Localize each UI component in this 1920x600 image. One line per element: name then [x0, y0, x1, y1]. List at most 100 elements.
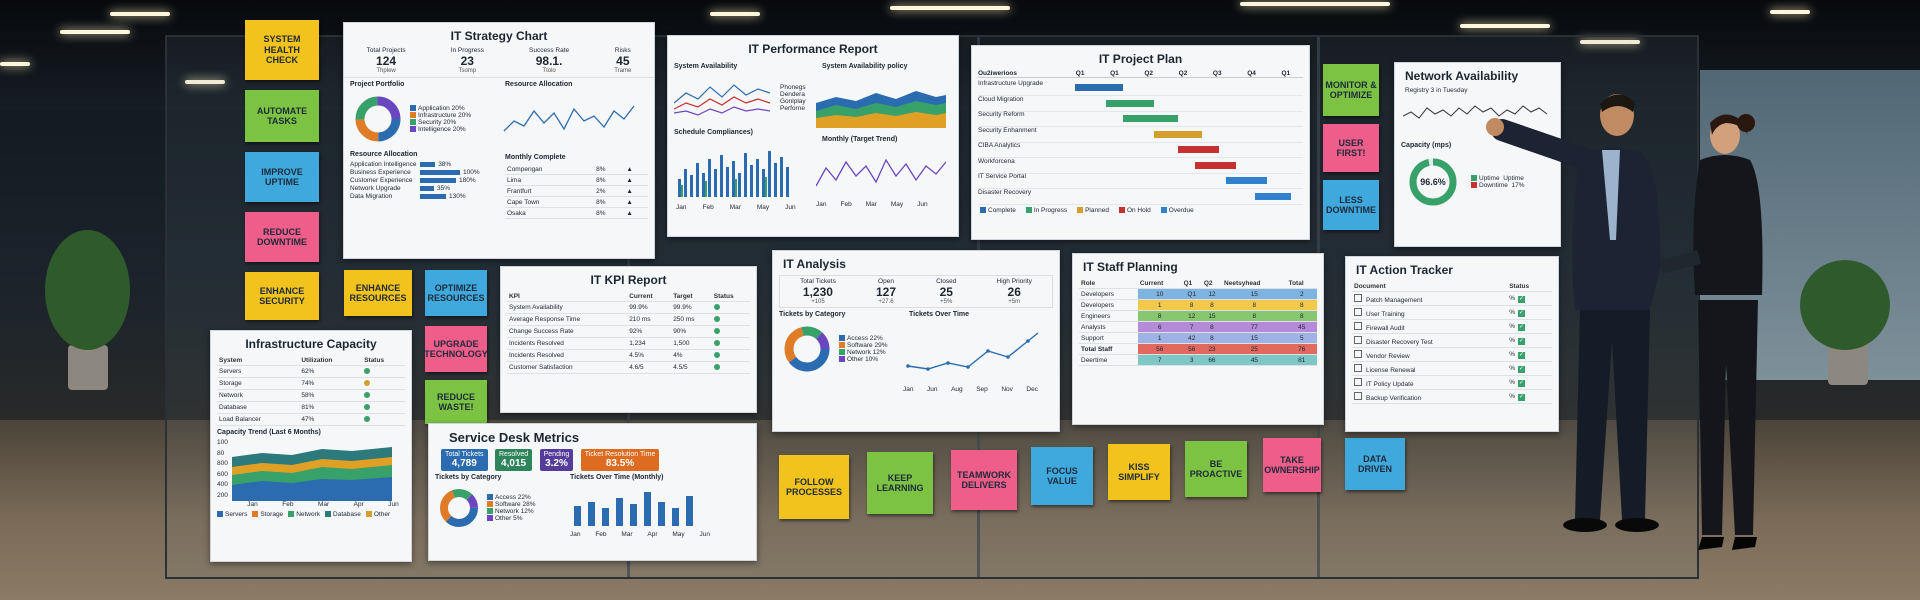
- quarter-label: Q1: [1110, 70, 1119, 77]
- table-row: Patch Management% ✓: [1352, 291, 1552, 306]
- availability-chart: [673, 84, 771, 116]
- capacity-title: Capacity (mps): [1401, 142, 1452, 149]
- allocation-bar: [420, 170, 460, 175]
- checkbox-icon[interactable]: [1354, 391, 1362, 400]
- gantt-row: Infrastructure Upgrade: [978, 80, 1303, 96]
- monthly-trend-months: Jan Feb Mar May Jun: [816, 201, 928, 208]
- sd-donut: [440, 489, 478, 527]
- woman-with-tablet: [1659, 114, 1763, 550]
- ceiling-light: [1770, 10, 1810, 14]
- kpi-in-progress: In Progress 23 Tsomp: [450, 47, 484, 74]
- trend-months: Jan Feb Mar Apr Jun: [247, 501, 399, 508]
- table-row: Disaster Recovery Test% ✓: [1352, 333, 1552, 348]
- gantt-bar: [1106, 99, 1155, 107]
- table-row: Storage 74%: [217, 377, 405, 390]
- portfolio-donut: [355, 96, 401, 142]
- table-row: Load Balancer 47%: [217, 413, 405, 426]
- kpi-high-priority: High Priority 26 +5m: [996, 278, 1032, 305]
- portfolio-title: Project Portfolio: [350, 81, 405, 88]
- action-title: IT Action Tracker: [1356, 263, 1453, 277]
- analysis-title: IT Analysis: [783, 257, 846, 271]
- table-row: Deertime 7 3 66 45 81: [1079, 354, 1317, 366]
- infra-table: System Utilization Status Servers 62% Stora…: [217, 355, 405, 426]
- legend-item: On Hold: [1118, 207, 1151, 214]
- sticky-system-health: SYSTEM HEALTH CHECK: [245, 20, 319, 80]
- table-row: User Training% ✓: [1352, 305, 1552, 320]
- sticky-enhance-security: ENHANCE SECURITY: [245, 272, 319, 320]
- status-dot: [364, 379, 371, 386]
- table-row: Analysts 6 7 8 77 45: [1079, 321, 1317, 333]
- checkbox-icon[interactable]: [1354, 349, 1362, 358]
- plant-pot: [68, 345, 108, 390]
- network-row: Downtime 17%: [1471, 182, 1525, 189]
- checkbox-icon[interactable]: [1354, 321, 1362, 330]
- analysis-category-title: Tickets by Category: [779, 311, 846, 318]
- checkbox-icon[interactable]: [1354, 307, 1362, 316]
- availability-legend-item: Gonlplay: [780, 98, 806, 105]
- kpi-closed: Closed 25 +5%: [936, 278, 957, 305]
- resource-title: Resource Allocation: [505, 81, 573, 88]
- gantt-bar: [1178, 146, 1219, 153]
- sticky-be-proactive: BE PROACTIVE: [1185, 441, 1247, 497]
- checkbox-icon[interactable]: [1354, 363, 1362, 372]
- staff-panel: IT Staff Planning Role Current Q1 Q2 Neetsyh…: [1072, 253, 1324, 425]
- performance-title: IT Performance Report: [748, 42, 878, 56]
- checkbox-icon[interactable]: [1354, 335, 1362, 344]
- gantt-row: Security Reform: [978, 111, 1303, 127]
- infra-title: Infrastructure Capacity: [245, 337, 377, 351]
- table-row: Change Success Rate 92% 90%: [507, 325, 750, 338]
- gantt-row: Workforcena: [978, 158, 1303, 174]
- service-desk-panel: Service Desk Metrics Total Tickets 4,789 …: [428, 423, 757, 561]
- action-table: Document Status Patch Management% ✓ User Tr…: [1352, 281, 1552, 404]
- ceiling-light: [0, 62, 30, 66]
- ceiling-light: [890, 6, 1010, 10]
- kpi-total-tickets: Total Tickets 1,230 +105: [800, 278, 836, 305]
- compliance-bar-chart: [678, 151, 789, 197]
- sd-bar-chart: [574, 492, 693, 526]
- ceiling-light: [1460, 24, 1550, 28]
- legend-item: Overdue: [1160, 207, 1194, 214]
- analysis-kpis: Total Tickets 1,230 +105 Open 127 +27.6 Clos…: [779, 275, 1053, 308]
- checkbox-icon[interactable]: [1354, 293, 1362, 302]
- sticky-optimize-resources: OPTIMIZE RESOURCES: [425, 270, 487, 316]
- capacity-gauge: 96.6%: [1409, 158, 1457, 206]
- legend-item: Planned: [1077, 207, 1109, 214]
- network-sub: Registry 3 in Tuesday: [1405, 87, 1468, 94]
- table-row: Backup Verification% ✓: [1352, 389, 1552, 404]
- check-icon: ✓: [1517, 365, 1525, 373]
- strategy-title: IT Strategy Chart: [450, 29, 548, 43]
- network-row: Uptime Uptime: [1471, 175, 1525, 182]
- man-presenting: [1486, 94, 1661, 532]
- chip-resolved: Resolved 4,015: [494, 449, 533, 471]
- table-row: Network 58%: [217, 389, 405, 402]
- ceiling-light: [60, 30, 130, 34]
- ceiling-light: [110, 12, 170, 16]
- analysis-overtime-title: Tickets Over Time: [909, 311, 970, 318]
- table-row: Developers 10 Q1 12 15 2: [1079, 288, 1317, 300]
- availability-legend-item: Perforne: [780, 105, 805, 112]
- table-row: Customer Satisfaction 4.6/5 4.5/5: [507, 361, 750, 374]
- allocation-row: Data Migration 130%: [350, 193, 466, 200]
- table-row: Total Staff 56 56 23 25 76: [1079, 343, 1317, 355]
- staff-title: IT Staff Planning: [1083, 260, 1178, 274]
- gantt-chart: Infrastructure Upgrade Cloud Migration Sec…: [978, 80, 1303, 205]
- quarter-label: Q3: [1212, 70, 1222, 77]
- quarter-label: Q2: [1144, 70, 1154, 77]
- quarter-label: Q1: [1075, 70, 1085, 77]
- checkbox-icon[interactable]: [1354, 377, 1362, 386]
- resource-line-chart: [503, 105, 635, 132]
- table-row: Incidents Resolved 1,234 1,500: [507, 337, 750, 350]
- portfolio-legend-item: Infrastructure 20%: [410, 112, 471, 119]
- plan-header: Ou2iwerioos: [978, 70, 1018, 77]
- sticky-reduce-waste: REDUCE WASTE!: [425, 380, 487, 424]
- table-row: Developers 1 8 8 8 8: [1079, 299, 1317, 311]
- gantt-task-label: Security Reform: [978, 111, 1025, 118]
- legend-item: In Progress: [1025, 207, 1067, 214]
- network-panel: Network Availability Registry 3 in Tuesd…: [1394, 62, 1561, 247]
- analysis-donut: [784, 326, 830, 372]
- quarter-label: Q1: [1281, 70, 1291, 77]
- table-row: System Availability 99.9% 99.9%: [507, 301, 750, 314]
- policy-area-chart: [816, 91, 946, 128]
- network-line-chart: [1402, 105, 1548, 119]
- check-icon: ✓: [1517, 393, 1525, 401]
